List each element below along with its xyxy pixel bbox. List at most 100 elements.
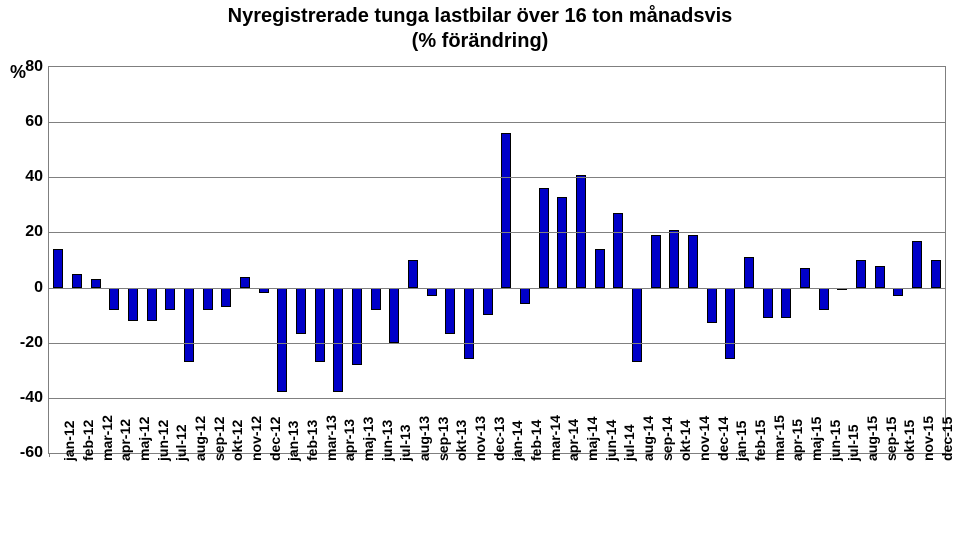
bar [333,288,343,393]
grid-line [49,122,945,123]
bar [128,288,138,321]
grid-line [49,398,945,399]
x-tick-label: feb-12 [80,420,96,461]
x-tick [49,453,50,457]
bar [315,288,325,362]
x-tick-label: aug-13 [416,416,432,461]
bar [184,288,194,362]
chart-title-line1: Nyregistrerade tunga lastbilar över 16 t… [228,5,733,27]
bar [576,175,586,288]
x-tick-label: aug-14 [640,416,656,461]
bar [389,288,399,343]
bar [464,288,474,360]
bar [109,288,119,310]
bar [931,260,941,288]
x-tick-label: maj-14 [584,417,600,461]
bar [277,288,287,393]
bar [557,197,567,288]
bar [744,257,754,287]
y-tick-label: -40 [20,389,49,407]
grid-line [49,177,945,178]
bar [53,249,63,288]
x-tick-label: maj-13 [360,417,376,461]
bar [632,288,642,362]
x-tick-label: jul-15 [845,424,861,461]
bar [688,235,698,287]
x-tick-label: maj-15 [808,417,824,461]
bar [912,241,922,288]
x-tick-label: apr-14 [565,419,581,461]
bar [819,288,829,310]
x-tick-label: jan-12 [61,421,77,461]
bar [595,249,605,288]
x-tick-label: mar-14 [547,415,563,461]
x-tick-label: jun-12 [155,420,171,461]
bar [165,288,175,310]
x-tick-label: nov-15 [920,416,936,461]
bar [427,288,437,296]
bar [800,268,810,287]
bar [725,288,735,360]
x-tick-label: jan-14 [509,421,525,461]
plot-area: -60-40-20020406080jan-12feb-12mar-12apr-… [48,66,946,454]
bar [501,133,511,287]
bar [147,288,157,321]
bar [763,288,773,318]
y-tick-label: -60 [20,444,49,462]
x-tick-label: okt-14 [677,420,693,461]
x-tick-label: jul-13 [397,424,413,461]
bar [221,288,231,307]
grid-line [49,232,945,233]
bar [371,288,381,310]
bar [520,288,530,305]
bar [613,213,623,287]
chart-title: Nyregistrerade tunga lastbilar över 16 t… [0,4,960,54]
x-tick-label: jan-15 [733,421,749,461]
grid-line [49,343,945,344]
x-tick-label: aug-12 [192,416,208,461]
bar [707,288,717,324]
x-tick-label: nov-12 [248,416,264,461]
x-tick-label: sep-15 [883,417,899,461]
x-tick-label: feb-13 [304,420,320,461]
bars-layer [49,67,945,453]
x-tick-label: maj-12 [136,417,152,461]
bar [539,188,549,287]
x-tick-label: apr-15 [789,419,805,461]
x-tick-label: okt-13 [453,420,469,461]
y-tick-label: 0 [34,279,49,297]
x-tick-label: dec-15 [939,417,955,461]
x-tick-label: okt-12 [229,420,245,461]
x-tick-label: feb-14 [528,420,544,461]
x-tick-label: jun-15 [827,420,843,461]
x-tick-label: jan-13 [285,421,301,461]
x-tick-label: okt-15 [901,420,917,461]
y-tick-label: 20 [25,223,49,241]
x-tick-label: sep-12 [211,417,227,461]
bar [296,288,306,335]
x-tick-label: dec-13 [491,417,507,461]
x-tick-label: jul-14 [621,424,637,461]
x-tick-label: apr-13 [341,419,357,461]
x-tick-label: mar-15 [771,415,787,461]
bar [72,274,82,288]
x-tick-label: jul-12 [173,424,189,461]
y-axis-label: % [10,62,26,83]
x-tick-label: mar-13 [323,415,339,461]
y-tick-label: 40 [25,168,49,186]
bar [781,288,791,318]
x-tick-label: jun-14 [603,420,619,461]
bar [408,260,418,288]
x-tick-label: feb-15 [752,420,768,461]
x-tick-label: jun-13 [379,420,395,461]
x-tick-label: mar-12 [99,415,115,461]
x-tick-label: sep-13 [435,417,451,461]
bar [875,266,885,288]
x-tick-label: nov-14 [696,416,712,461]
y-tick-label: 80 [25,58,49,76]
bar [669,230,679,288]
bar [91,279,101,287]
bar [352,288,362,365]
bar [483,288,493,316]
bar [893,288,903,296]
